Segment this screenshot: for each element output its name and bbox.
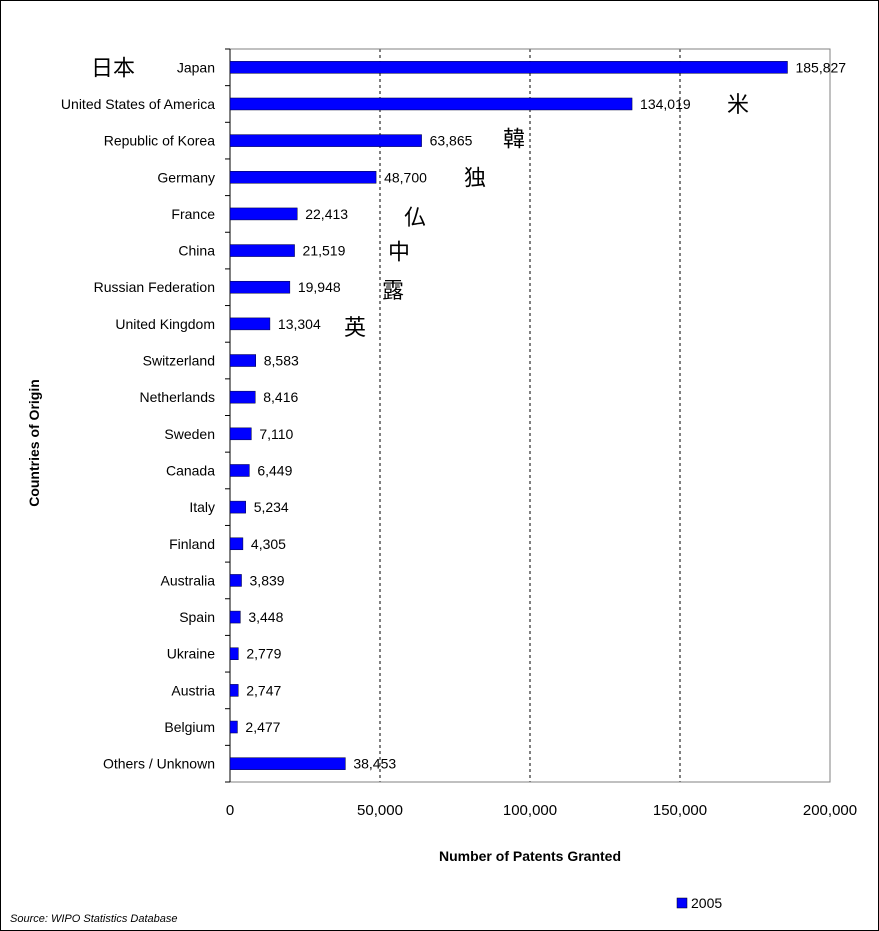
value-label-spain: 3,448 — [248, 609, 283, 625]
value-labels: 185,827 134,019 63,865 48,700 22,413 21,519 19… — [245, 59, 846, 771]
category-label-italy: Italy — [189, 499, 215, 515]
bar-australia — [229, 574, 242, 587]
value-label-united-states-of-america: 134,019 — [640, 96, 691, 112]
bar-netherlands — [229, 390, 256, 404]
category-label-russian-federation: Russian Federation — [94, 279, 215, 295]
category-labels: Japan United States of America Republic of… — [61, 59, 215, 771]
value-label-japan: 185,827 — [795, 59, 846, 75]
bar-sweden — [229, 427, 252, 441]
bar-united-states-of-america — [229, 97, 633, 111]
value-label-finland: 4,305 — [251, 536, 286, 552]
value-label-ukraine: 2,779 — [246, 646, 281, 662]
category-label-others-unknown: Others / Unknown — [103, 756, 215, 772]
category-label-sweden: Sweden — [164, 426, 215, 442]
category-label-belgium: Belgium — [164, 719, 215, 735]
value-label-france: 22,413 — [305, 206, 348, 222]
category-label-japan: Japan — [177, 59, 215, 75]
bar-united-kingdom — [229, 317, 271, 331]
category-label-canada: Canada — [166, 462, 215, 478]
category-label-republic-of-korea: Republic of Korea — [104, 133, 216, 149]
legend-label-2005: 2005 — [691, 895, 722, 911]
value-label-austria: 2,747 — [246, 682, 281, 698]
x-tick-label: 50,000 — [357, 802, 403, 819]
legend: 2005 — [676, 895, 722, 911]
category-label-united-states-of-america: United States of America — [61, 96, 215, 112]
x-tick-label: 0 — [226, 802, 234, 819]
x-axis-label: Number of Patents Granted — [439, 848, 621, 864]
annotation-germany: 独 — [464, 166, 486, 191]
category-label-china: China — [178, 243, 215, 259]
bar-switzerland — [229, 354, 256, 367]
annotation-republic-of-korea: 韓 — [503, 128, 525, 153]
value-label-australia: 3,839 — [250, 572, 285, 588]
value-label-others-unknown: 38,453 — [353, 756, 396, 772]
bar-spain — [229, 610, 241, 624]
bar-france — [229, 207, 298, 221]
bars — [229, 61, 788, 770]
bar-russian-federation — [229, 280, 291, 294]
annotation-china: 中 — [388, 241, 410, 266]
category-label-spain: Spain — [179, 609, 215, 625]
bar-others-unknown — [229, 757, 346, 770]
x-tick-label: 100,000 — [503, 802, 557, 819]
grid-lines — [379, 49, 681, 782]
bar-finland — [229, 537, 244, 551]
value-label-russian-federation: 19,948 — [298, 279, 341, 295]
annotation-united-kingdom: 英 — [344, 316, 366, 341]
bar-canada — [229, 464, 250, 477]
value-label-switzerland: 8,583 — [264, 353, 299, 369]
bar-austria — [229, 684, 239, 697]
value-label-canada: 6,449 — [257, 462, 292, 478]
annotation-united-states-of-america: 米 — [727, 93, 749, 118]
category-label-netherlands: Netherlands — [140, 389, 216, 405]
category-label-united-kingdom: United Kingdom — [115, 316, 215, 332]
value-label-italy: 5,234 — [254, 499, 289, 515]
category-label-france: France — [171, 206, 215, 222]
category-label-switzerland: Switzerland — [143, 353, 215, 369]
source-note: Source: WIPO Statistics Database — [10, 913, 178, 925]
value-label-republic-of-korea: 63,865 — [430, 133, 473, 149]
annotation-france: 仏 — [404, 206, 426, 231]
value-label-china: 21,519 — [303, 243, 346, 259]
bar-germany — [229, 171, 377, 184]
category-label-australia: Australia — [161, 572, 216, 588]
value-label-netherlands: 8,416 — [263, 389, 298, 405]
x-tick-labels: 0 50,000 100,000 150,000 200,000 — [226, 802, 857, 819]
axes — [225, 48, 231, 783]
value-label-belgium: 2,477 — [245, 719, 280, 735]
category-label-finland: Finland — [169, 536, 215, 552]
value-label-sweden: 7,110 — [259, 426, 293, 442]
value-label-germany: 48,700 — [384, 169, 427, 185]
category-label-germany: Germany — [157, 169, 215, 185]
legend-swatch-2005 — [676, 897, 688, 909]
bar-republic-of-korea — [229, 134, 422, 147]
y-axis-label: Countries of Origin — [26, 379, 42, 507]
category-label-ukraine: Ukraine — [167, 646, 215, 662]
annotation-japan: 日本 — [91, 56, 135, 81]
annotation-russian-federation: 露 — [382, 279, 404, 304]
bar-ukraine — [229, 647, 239, 660]
x-tick-label: 200,000 — [803, 802, 857, 819]
value-label-united-kingdom: 13,304 — [278, 316, 321, 332]
x-tick-label: 150,000 — [653, 802, 707, 819]
bar-belgium — [229, 720, 238, 734]
category-label-austria: Austria — [171, 682, 215, 698]
bar-china — [229, 244, 295, 257]
bar-japan — [229, 61, 788, 74]
bar-italy — [229, 500, 246, 514]
